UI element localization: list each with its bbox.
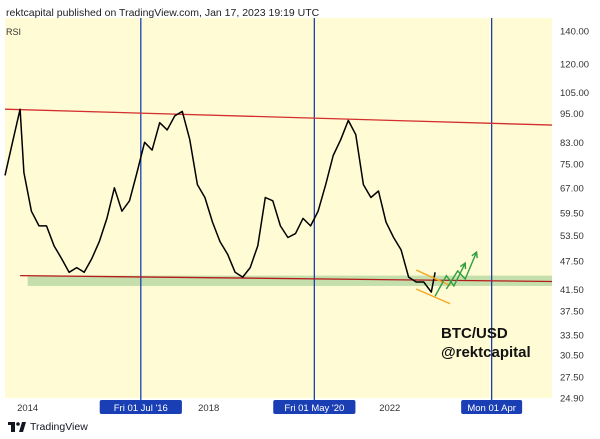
- y-tick-label: 95.00: [560, 109, 584, 120]
- x-marker-badge-label: Fri 01 Jul '16: [114, 403, 168, 414]
- watermark-handle: @rektcapital: [441, 344, 531, 361]
- x-marker-badge-label: Mon 01 Apr: [467, 403, 516, 414]
- y-tick-label: 120.00: [560, 59, 589, 70]
- x-tick-label: 2022: [379, 403, 400, 414]
- publish-header: rektcapital published on TradingView.com…: [6, 7, 320, 19]
- projection-arrow-1: [434, 262, 466, 297]
- y-tick-label: 105.00: [560, 88, 589, 99]
- x-marker-badge: [461, 400, 523, 414]
- x-marker-badge: [273, 400, 356, 414]
- y-tick-label: 53.50: [560, 231, 584, 242]
- y-tick-label: 140.00: [560, 27, 589, 38]
- footer-bar: TradingView: [0, 414, 600, 439]
- x-marker-badge-label: Fri 01 May '20: [284, 403, 344, 414]
- y-tick-label: 30.50: [560, 350, 584, 361]
- support-zone: [27, 275, 553, 286]
- watermark-pair: BTC/USD: [441, 325, 508, 342]
- y-tick-label: 75.00: [560, 159, 584, 170]
- rsi-series-line[interactable]: [4, 108, 436, 293]
- plot-area[interactable]: [5, 18, 552, 398]
- y-tick-label: 59.50: [560, 208, 584, 219]
- wedge-upper: [415, 269, 451, 287]
- wedge-lower: [415, 288, 451, 305]
- y-tick-label: 67.00: [560, 183, 584, 194]
- y-tick-label: 37.50: [560, 307, 584, 318]
- x-marker-badge: [99, 400, 182, 414]
- y-tick-label: 27.50: [560, 372, 584, 383]
- x-tick-label: 2014: [17, 403, 38, 414]
- tradingview-logo[interactable]: TradingView: [8, 421, 88, 433]
- projection-arrowhead: [459, 261, 467, 270]
- tradingview-brand: TradingView: [30, 420, 88, 433]
- y-tick-label: 24.90: [560, 394, 584, 405]
- x-tick-label: 2018: [198, 403, 219, 414]
- projection-arrow-2: [445, 251, 478, 290]
- y-tick-label: 83.00: [560, 138, 584, 149]
- indicator-label: RSI: [6, 27, 22, 37]
- y-tick-label: 41.50: [560, 285, 584, 296]
- y-tick-label: 47.50: [560, 256, 584, 267]
- y-tick-label: 33.50: [560, 330, 584, 341]
- tradingview-logo-icon: [8, 421, 26, 432]
- resistance-line: [4, 108, 553, 126]
- support-line: [20, 274, 553, 283]
- projection-arrowhead: [471, 250, 478, 259]
